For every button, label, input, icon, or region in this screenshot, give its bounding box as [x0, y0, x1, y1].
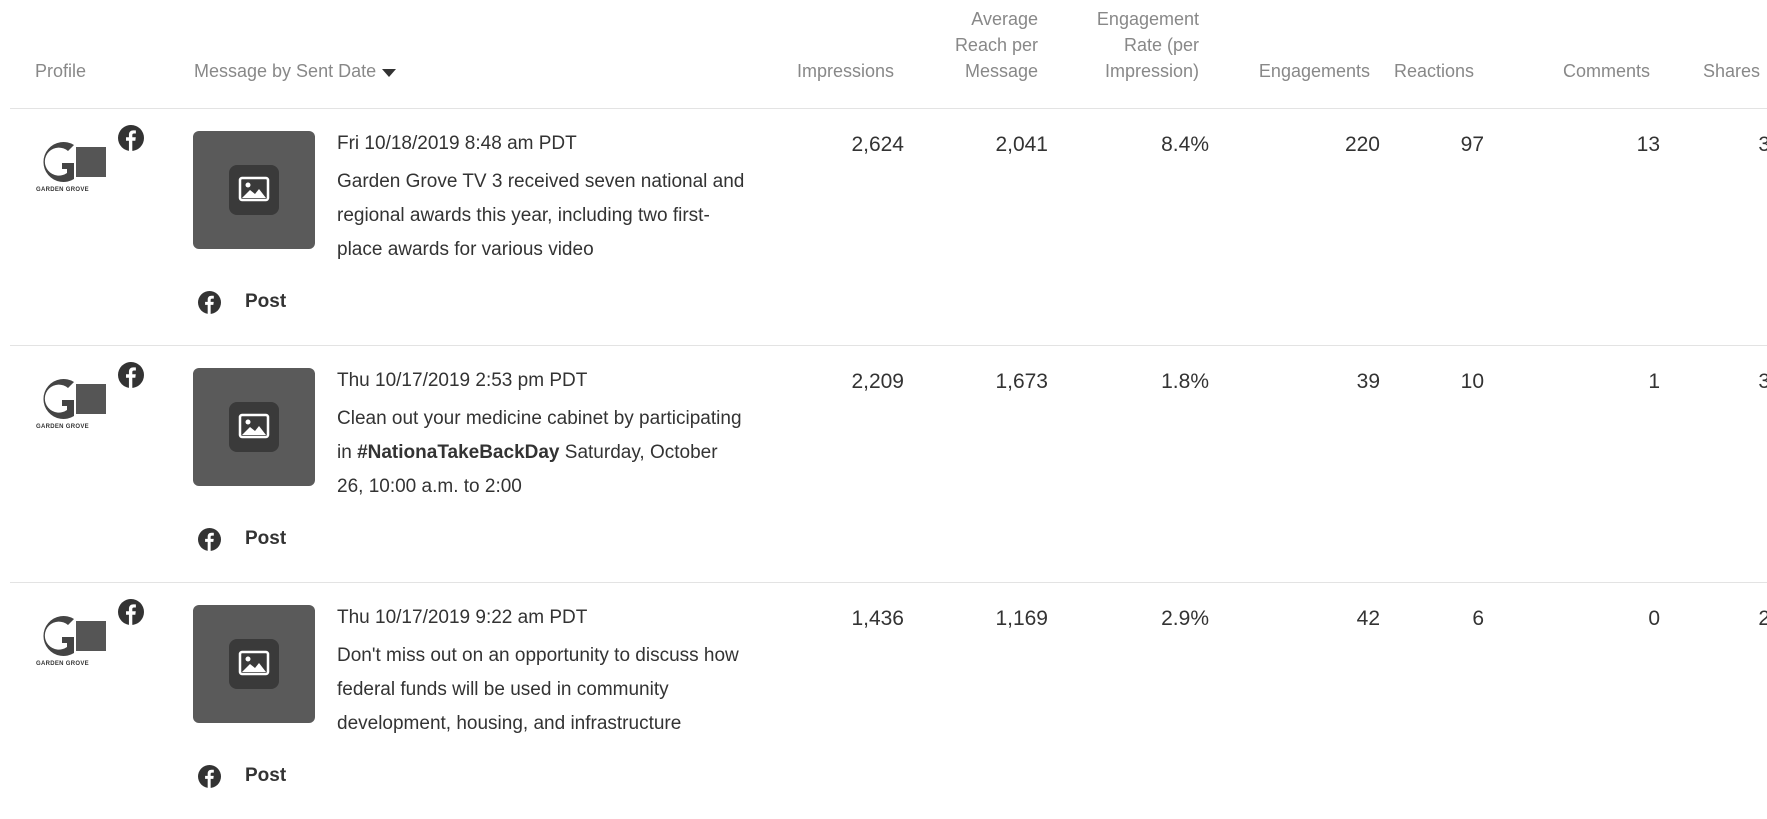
column-header-sort[interactable]: Message by Sent Date: [194, 58, 397, 84]
engagement-rate-value: 2.9%: [1089, 607, 1209, 631]
average-reach-value: 1,673: [928, 370, 1048, 394]
facebook-glyph: [118, 125, 144, 151]
image-placeholder: [193, 131, 315, 249]
image-placeholder: [193, 368, 315, 486]
message-thumbnail[interactable]: [193, 131, 315, 249]
engagements-value: 220: [1260, 133, 1380, 157]
column-header[interactable]: Impressions: [774, 58, 894, 84]
column-header[interactable]: Engagements: [1220, 58, 1370, 84]
shares-value: 2: [1650, 607, 1767, 631]
facebook-icon: [118, 362, 144, 388]
average-reach-value: 1,169: [928, 607, 1048, 631]
facebook-glyph: [118, 362, 144, 388]
shares-value: 3: [1650, 370, 1767, 394]
message-segment: #NationaTakeBackDay: [357, 442, 559, 463]
column-header[interactable]: Shares: [1670, 58, 1760, 84]
logo-mark: [34, 137, 114, 187]
facebook-icon: [118, 599, 144, 625]
column-header[interactable]: Comments: [1530, 58, 1650, 84]
average-reach-value: 2,041: [928, 133, 1048, 157]
sent-date: Thu 10/17/2019 9:22 am PDT: [337, 607, 587, 629]
engagement-rate-value: 8.4%: [1089, 133, 1209, 157]
facebook-glyph: [198, 528, 221, 551]
reactions-value: 6: [1364, 607, 1484, 631]
post-type: Post: [245, 528, 286, 550]
image-placeholder: [193, 605, 315, 723]
column-header[interactable]: Message by Sent Date: [194, 61, 376, 81]
sent-date: Fri 10/18/2019 8:48 am PDT: [337, 133, 577, 155]
table-row[interactable]: Garden Grove Fri 10/18/2019 8:48 am PDT Ga…: [10, 108, 1767, 345]
facebook-glyph: [198, 765, 221, 788]
reactions-value: 97: [1364, 133, 1484, 157]
shares-value: 3: [1650, 133, 1767, 157]
report-table: Profile Message by Sent Date Impressions…: [0, 0, 1767, 809]
post-type: Post: [245, 765, 286, 787]
comments-value: 0: [1540, 607, 1660, 631]
column-header[interactable]: Engagement Rate (per Impression): [1069, 6, 1199, 84]
sent-date: Thu 10/17/2019 2:53 pm PDT: [337, 370, 587, 392]
comments-value: 1: [1540, 370, 1660, 394]
profile-name: Garden Grove: [36, 661, 89, 667]
message-text[interactable]: Don't miss out on an opportunity to disc…: [337, 639, 747, 741]
column-header[interactable]: Average Reach per Message: [938, 6, 1038, 84]
engagements-value: 39: [1260, 370, 1380, 394]
table-row[interactable]: Garden Grove Thu 10/17/2019 9:22 am PDT Do…: [10, 582, 1767, 819]
message-text[interactable]: Garden Grove TV 3 received seven nationa…: [337, 165, 747, 267]
facebook-icon: [198, 765, 221, 788]
reactions-value: 10: [1364, 370, 1484, 394]
profile-name: Garden Grove: [36, 424, 89, 430]
message-segment: Don't miss out on an opportunity to disc…: [337, 645, 739, 734]
profile-name: Garden Grove: [36, 187, 89, 193]
engagement-rate-value: 1.8%: [1089, 370, 1209, 394]
engagements-value: 42: [1260, 607, 1380, 631]
column-header: Profile: [35, 58, 86, 84]
post-type: Post: [245, 291, 286, 313]
column-header[interactable]: Reactions: [1354, 58, 1474, 84]
message-thumbnail[interactable]: [193, 368, 315, 486]
message-segment: Garden Grove TV 3 received seven nationa…: [337, 171, 744, 260]
impressions-value: 2,209: [784, 370, 904, 394]
impressions-value: 2,624: [784, 133, 904, 157]
facebook-icon: [118, 125, 144, 151]
message-text[interactable]: Clean out your medicine cabinet by parti…: [337, 402, 747, 504]
comments-value: 13: [1540, 133, 1660, 157]
logo-mark: [34, 611, 114, 661]
impressions-value: 1,436: [784, 607, 904, 631]
facebook-glyph: [118, 599, 144, 625]
logo-mark: [34, 374, 114, 424]
sort-arrow: [381, 67, 397, 77]
table-row[interactable]: Garden Grove Thu 10/17/2019 2:53 pm PDT Cl…: [10, 345, 1767, 582]
message-thumbnail[interactable]: [193, 605, 315, 723]
facebook-icon: [198, 528, 221, 551]
facebook-glyph: [198, 291, 221, 314]
facebook-icon: [198, 291, 221, 314]
